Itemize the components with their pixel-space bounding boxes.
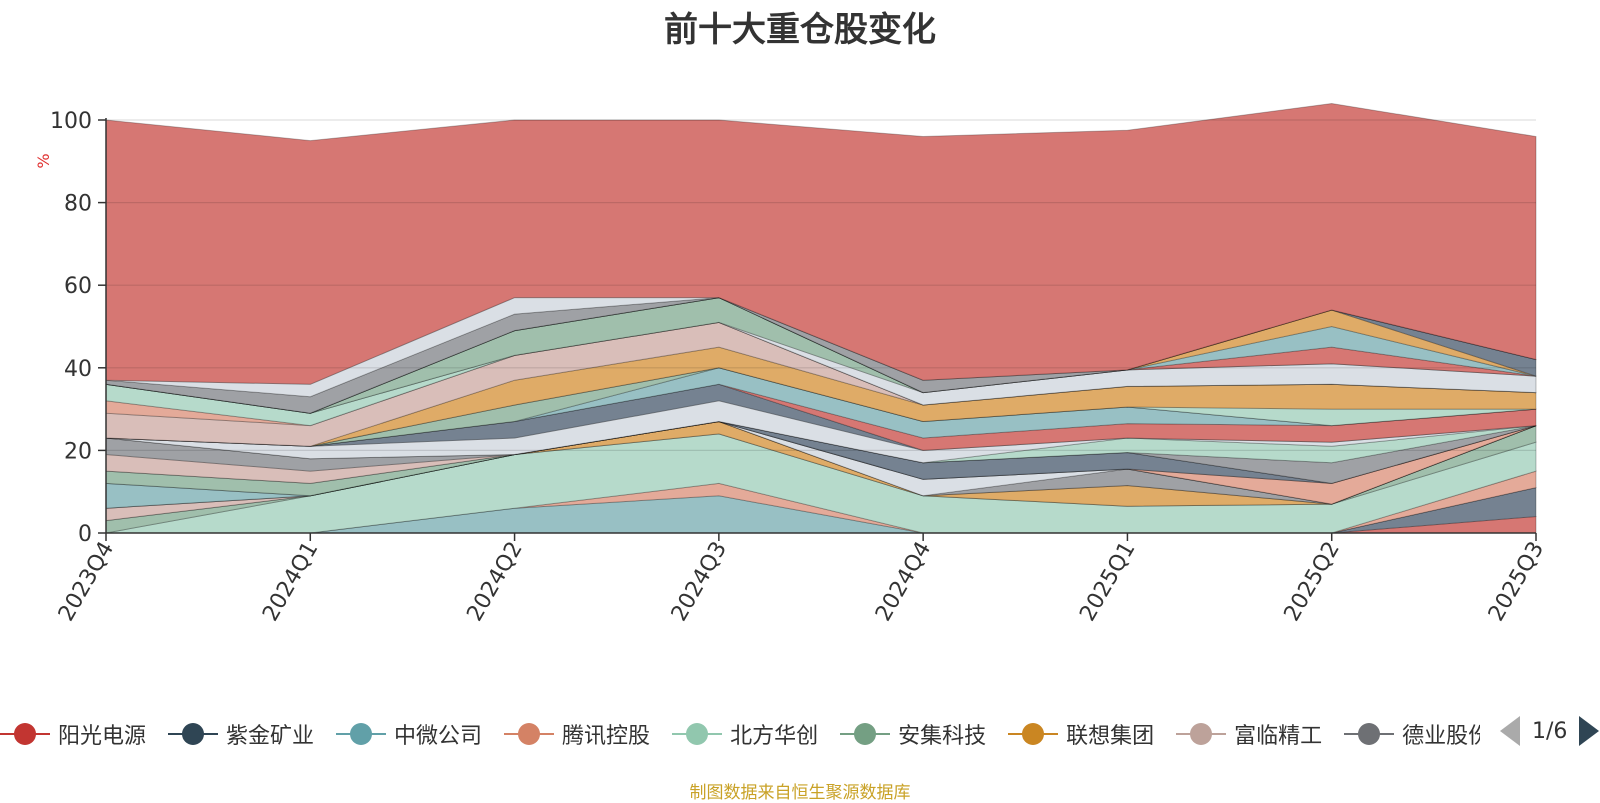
- y-axis-label: %: [34, 153, 53, 168]
- legend-prev-arrow-icon[interactable]: [1500, 716, 1520, 746]
- x-tick-label: 2025Q2: [1280, 538, 1345, 626]
- y-tick-label: 40: [64, 357, 92, 382]
- legend-marker-icon: [0, 722, 50, 746]
- legend-item[interactable]: 富临精工: [1176, 718, 1322, 750]
- source-note: 制图数据来自恒生聚源数据库: [689, 783, 911, 803]
- legend-label: 安集科技: [898, 724, 987, 749]
- legend-marker-icon: [840, 722, 891, 746]
- x-tick-label: 2023Q4: [54, 538, 119, 626]
- legend-label: 北方华创: [730, 724, 819, 749]
- legend-item[interactable]: 腾讯控股: [504, 718, 650, 750]
- y-tick-label: 20: [64, 439, 92, 464]
- x-tick-label: 2025Q3: [1484, 538, 1549, 626]
- legend-item[interactable]: 紫金矿业: [168, 718, 314, 750]
- legend-label: 德业股份: [1402, 724, 1480, 749]
- x-tick-label: 2024Q3: [667, 538, 732, 626]
- legend-label: 富临精工: [1234, 724, 1323, 749]
- y-tick-label: 80: [64, 192, 92, 217]
- legend-pager: 1/6: [1500, 716, 1600, 746]
- y-tick-label: 60: [64, 274, 92, 299]
- legend-marker-icon: [672, 722, 723, 746]
- y-tick-label: 0: [78, 522, 92, 547]
- chart-title: 前十大重仓股变化: [664, 10, 936, 50]
- legend-item[interactable]: 北方华创: [672, 718, 818, 750]
- stacked-areas: [105, 102, 1537, 534]
- legend-label: 腾讯控股: [562, 724, 651, 749]
- legend-marker-icon: [1344, 722, 1395, 746]
- legend-marker-icon: [504, 722, 555, 746]
- x-tick-label: 2025Q1: [1075, 538, 1140, 626]
- legend-page-indicator: 1/6: [1532, 718, 1568, 744]
- legend-item[interactable]: 德业股份: [1344, 718, 1480, 750]
- legend-label: 联想集团: [1066, 724, 1155, 749]
- legend-label: 中微公司: [394, 724, 483, 749]
- area-series-35: [105, 102, 1537, 385]
- legend-label: 阳光电源: [58, 724, 147, 749]
- x-tick-label: 2024Q1: [258, 538, 323, 626]
- legend-marker-icon: [1176, 722, 1227, 746]
- grid-lines: [106, 119, 1536, 451]
- legend: 阳光电源 紫金矿业 中微公司 腾讯控股 北方华创 安集科技 联想集团 富临精工 德业股份: [0, 712, 1480, 756]
- y-tick-label: 100: [50, 109, 92, 134]
- chart-plot: 0 20 40 60 80 100% 2023Q4 2024Q1 2024Q2 2024Q3 202…: [34, 102, 1549, 626]
- legend-label: 紫金矿业: [226, 724, 315, 749]
- legend-marker-icon: [168, 722, 219, 746]
- area-series-4: [105, 433, 1537, 534]
- legend-row: 阳光电源 紫金矿业 中微公司 腾讯控股 北方华创 安集科技 联想集团 富临精工 德业股份: [0, 712, 1480, 756]
- x-tick-label: 2024Q2: [462, 538, 527, 626]
- legend-item[interactable]: 联想集团: [1008, 718, 1154, 750]
- legend-item[interactable]: 安集科技: [840, 718, 986, 750]
- legend-item[interactable]: 阳光电源: [0, 718, 146, 750]
- legend-item[interactable]: 中微公司: [336, 718, 482, 750]
- legend-next-arrow-icon[interactable]: [1579, 716, 1600, 746]
- x-tick-label: 2024Q4: [871, 538, 936, 626]
- legend-marker-icon: [1008, 722, 1059, 746]
- legend-marker-icon: [336, 722, 387, 746]
